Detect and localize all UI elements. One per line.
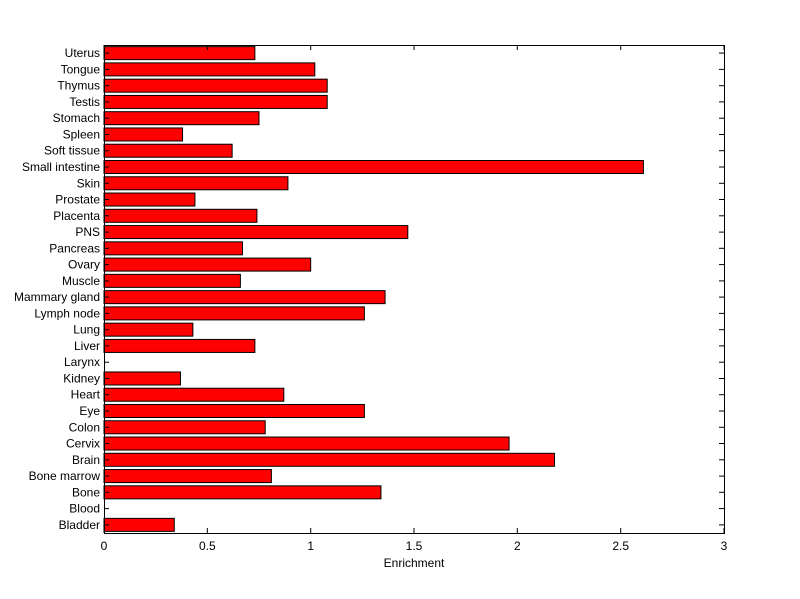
category-label: Brain: [72, 453, 100, 467]
category-label: Bone marrow: [29, 469, 101, 483]
bar-brain: [103, 452, 556, 467]
category-label: Testis: [69, 95, 100, 109]
category-label: Spleen: [63, 128, 100, 142]
bar-eye: [103, 403, 365, 418]
bar-tongue: [103, 62, 316, 77]
category-label: Lymph node: [34, 306, 100, 320]
category-label: Liver: [74, 339, 100, 353]
bar-testis: [103, 94, 328, 109]
bar-muscle: [103, 273, 241, 288]
bar-liver: [103, 338, 256, 353]
bar-placenta: [103, 208, 258, 223]
bar-ovary: [103, 257, 312, 272]
category-label: Stomach: [53, 111, 100, 125]
category-label: Lung: [73, 323, 100, 337]
bar-mammary-gland: [103, 290, 386, 305]
bar-pns: [103, 225, 409, 240]
category-label: Colon: [69, 420, 100, 434]
bar-bladder: [103, 517, 175, 532]
x-tick-label: 2.5: [612, 539, 629, 553]
category-label: Pancreas: [49, 241, 100, 255]
bar-spleen: [103, 127, 184, 142]
category-label: Blood: [69, 502, 100, 516]
category-label: Placenta: [53, 209, 100, 223]
x-tick-label: 1.5: [406, 539, 423, 553]
bar-cervix: [103, 436, 510, 451]
category-label: Muscle: [62, 274, 100, 288]
bar-heart: [103, 387, 285, 402]
category-label: Heart: [71, 388, 101, 402]
category-label: Cervix: [66, 437, 100, 451]
category-label: Eye: [79, 404, 100, 418]
bar-pancreas: [103, 241, 243, 256]
category-label: Small intestine: [22, 160, 100, 174]
bar-thymus: [103, 78, 328, 93]
bar-lymph-node: [103, 306, 365, 321]
category-label: Kidney: [63, 372, 100, 386]
category-label: Mammary gland: [14, 290, 100, 304]
bar-stomach: [103, 111, 260, 126]
bar-small-intestine: [103, 159, 644, 175]
category-label: Bladder: [59, 518, 100, 532]
category-label: Uterus: [65, 46, 100, 60]
bars-layer: [103, 46, 644, 532]
bar-soft-tissue: [103, 143, 233, 158]
bar-lung: [103, 322, 194, 337]
category-label: Tongue: [61, 62, 101, 76]
category-label: Soft tissue: [44, 144, 100, 158]
bar-kidney: [103, 371, 181, 386]
x-tick-label: 3: [721, 539, 728, 553]
category-label: Larynx: [64, 355, 100, 369]
bar-bone-marrow: [103, 469, 272, 484]
bar-skin: [103, 176, 289, 191]
x-tick-label: 0.5: [199, 539, 216, 553]
category-label: Thymus: [57, 79, 100, 93]
category-label: PNS: [75, 225, 100, 239]
category-labels: Bladder Blood Bone Bone marrow Brain Cervix Co…: [14, 46, 101, 532]
plot-area-frame: [104, 45, 725, 534]
bar-prostate: [103, 192, 196, 207]
x-tick-labels: 0 0.5 1 1.5 2 2.5 3: [101, 539, 728, 553]
bar-bone: [103, 485, 382, 500]
bar-uterus: [103, 46, 256, 61]
category-label: Prostate: [55, 193, 100, 207]
bar-colon: [103, 420, 266, 435]
x-tick-label: 0: [101, 539, 108, 553]
x-tick-label: 2: [514, 539, 521, 553]
category-label: Ovary: [68, 258, 100, 272]
x-tick-label: 1: [307, 539, 314, 553]
category-label: Skin: [77, 176, 100, 190]
x-axis-label: Enrichment: [384, 556, 445, 570]
category-label: Bone: [72, 485, 100, 499]
